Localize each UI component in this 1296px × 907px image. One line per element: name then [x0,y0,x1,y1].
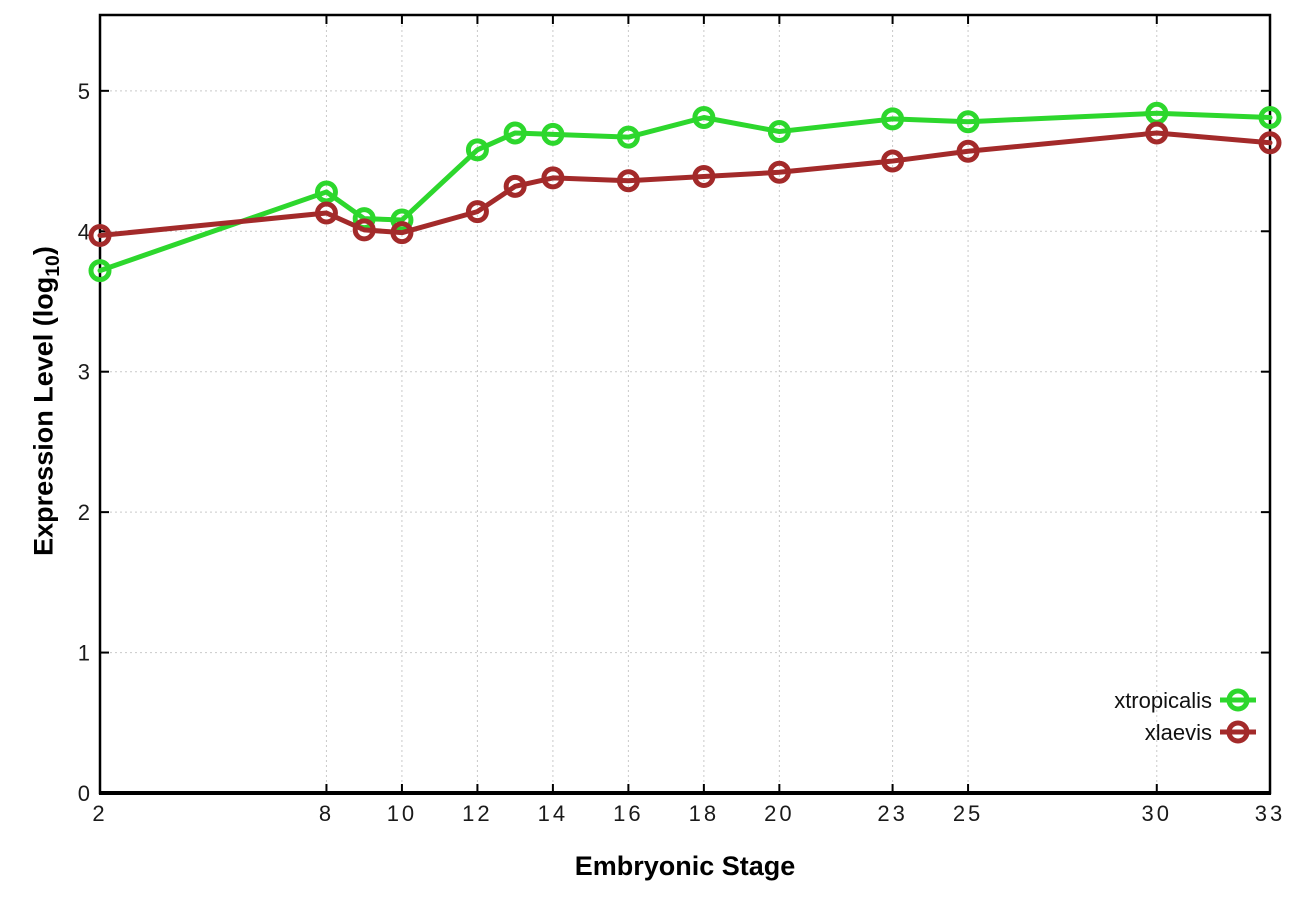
data-point-xlaevis [352,218,376,242]
legend-label-xlaevis: xlaevis [1145,720,1212,745]
y-tick-label: 5 [78,79,90,104]
data-point-xtropicalis [541,122,565,146]
data-point-xlaevis [767,160,791,184]
data-point-xlaevis [503,174,527,198]
data-point-xlaevis [881,149,905,173]
data-point-xlaevis [1258,131,1282,155]
data-point-xtropicalis [390,208,414,232]
x-tick-label: 12 [462,801,492,826]
x-tick-label: 30 [1142,801,1172,826]
data-point-xtropicalis [956,110,980,134]
y-tick-label: 3 [78,360,90,385]
x-tick-label: 33 [1255,801,1285,826]
series-line-xlaevis [97,130,1273,238]
data-point-xtropicalis [767,120,791,144]
y-tick-label: 2 [78,500,90,525]
x-tick-label: 23 [877,801,907,826]
x-tick-label: 25 [953,801,983,826]
data-point-xtropicalis [881,107,905,131]
data-point-xlaevis [390,221,414,245]
data-point-xlaevis [616,169,640,193]
data-point-xtropicalis [616,125,640,149]
plot-border [98,13,1272,795]
data-point-xlaevis [88,223,112,247]
x-tick-label: 8 [319,801,334,826]
y-tick-label: 0 [78,781,90,806]
data-point-xtropicalis [314,180,338,204]
x-tick-label: 20 [764,801,794,826]
data-point-xtropicalis [1258,106,1282,130]
data-point-xtropicalis [88,259,112,283]
data-point-xtropicalis [692,106,716,130]
data-point-xlaevis [314,201,338,225]
y-tick-label: 4 [78,219,90,244]
x-tick-label: 14 [538,801,568,826]
data-point-xlaevis [692,164,716,188]
legend-marker-xtropicalis [1226,688,1250,712]
x-tick-label: 18 [689,801,719,826]
series-line-xtropicalis [97,110,1273,274]
data-point-xlaevis [1145,121,1169,145]
data-point-xlaevis [956,139,980,163]
data-point-xlaevis [465,200,489,224]
x-tick-label: 10 [387,801,417,826]
x-axis-title: Embryonic Stage [574,851,796,881]
data-point-xtropicalis [503,121,527,145]
y-axis-title-text: Expression Level (log10) [28,246,64,556]
y-tick-label: 1 [78,641,90,666]
data-point-xlaevis [541,166,565,190]
x-tick-label: 16 [613,801,643,826]
legend-marker-xlaevis [1226,720,1250,744]
x-tick-label: 2 [92,801,107,826]
data-point-xtropicalis [465,138,489,162]
legend-label-xtropicalis: xtropicalis [1114,688,1212,713]
